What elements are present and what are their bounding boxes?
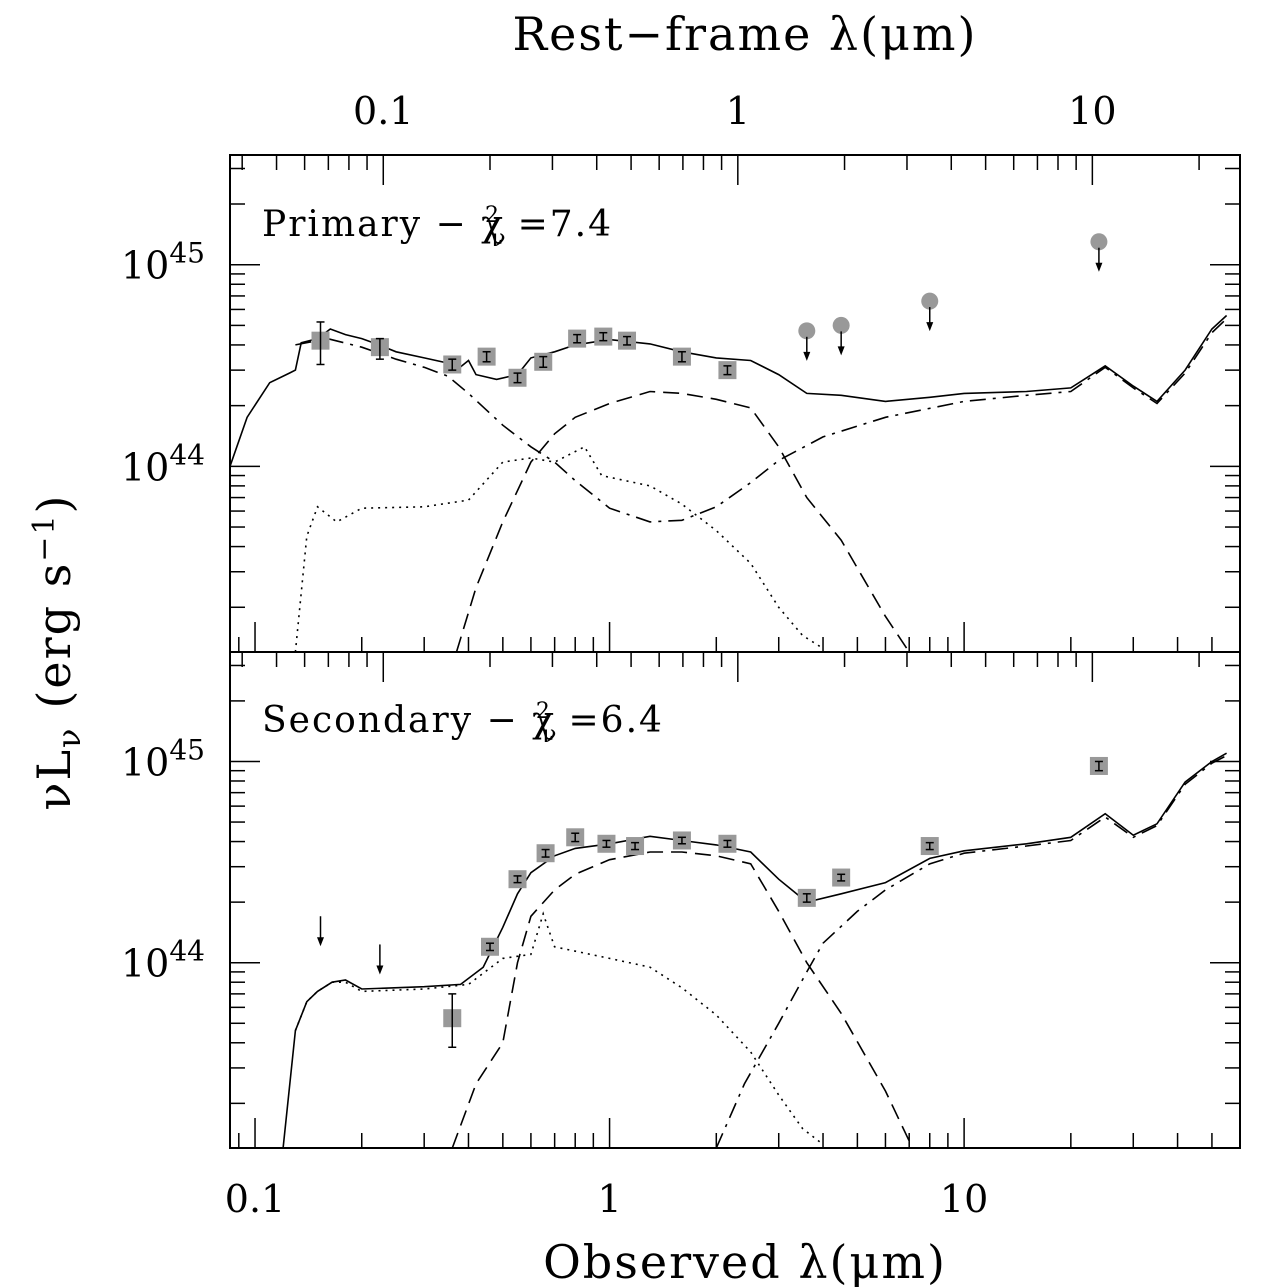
x-tick-label-observed: 1 (597, 1177, 621, 1221)
y-axis-title-sub: ν (50, 727, 88, 748)
panel-primary: Primary − χ2 ν =7.4 (230, 167, 1240, 652)
series-hot_dust-line (715, 754, 1227, 1148)
x-tick-label-observed: 0.1 (225, 1177, 285, 1221)
series-young_stars-line (294, 445, 824, 652)
y-tick-label-exponent: 44 (169, 935, 205, 968)
upper-limit-arrowhead (317, 937, 325, 947)
panel-label: Primary − χ2 ν =7.4 (262, 203, 613, 252)
upper-limit-point (832, 316, 850, 334)
x-tick-label-rest: 10 (1068, 89, 1116, 133)
panel-label: Secondary − χ2 ν =6.4 (262, 699, 664, 748)
y-tick-label: 1044 (121, 438, 205, 489)
upper-limit-point (921, 292, 939, 310)
x-tick-label-observed: 10 (940, 1177, 988, 1221)
plot-area (230, 233, 1228, 652)
y-tick-label-base: 10 (121, 445, 169, 489)
panel-label-label-sub: ν (491, 224, 508, 252)
x-axis-title-bottom: Observed λ(μm) (543, 1235, 947, 1287)
upper-limit-arrowhead (926, 322, 934, 332)
y-tick-label-base: 10 (121, 244, 169, 288)
y-axis-title-main: νL (27, 748, 81, 811)
series-hot_dust-line (295, 318, 1228, 523)
y-tick-label-exponent: 45 (169, 733, 205, 766)
upper-limit-arrowhead (376, 965, 384, 975)
plot-area (282, 752, 1227, 1148)
panel-label-label: Primary − χ (262, 204, 505, 245)
panel-secondary: Secondary − χ2 ν =6.4 (230, 664, 1240, 1148)
x-axis-title-top: Rest−frame λ(μm) (513, 7, 978, 61)
x-tick-label-rest: 0.1 (353, 89, 413, 133)
panel-label-label-sub: ν (542, 720, 559, 748)
y-tick-label-exponent: 45 (169, 237, 205, 270)
axes-frame (229, 154, 1241, 1149)
y-tick-label: 1045 (121, 733, 205, 784)
y-axis-title-unit-sup: −1 (27, 513, 62, 561)
y-axis-title-unit-end: ) (27, 494, 81, 514)
y-axis-title-unit: (erg s (27, 562, 81, 709)
panel-label-label: Secondary − χ (262, 700, 556, 741)
x-tick-label-rest: 1 (726, 89, 750, 133)
y-tick-label-base: 10 (121, 942, 169, 986)
y-tick-label-base: 10 (121, 740, 169, 784)
panel-label-label-sup: 2 (536, 699, 552, 724)
y-axis-title: νLν (erg s−1) (27, 494, 88, 811)
upper-limit-arrowhead (837, 346, 845, 356)
panel-label-label-value: =6.4 (569, 700, 664, 741)
series-total-line (282, 752, 1227, 1148)
upper-limit-point (798, 322, 816, 340)
upper-limit-arrowhead (1095, 262, 1103, 272)
series-stellar-line (455, 390, 910, 652)
y-tick-label: 1045 (121, 237, 205, 288)
y-tick-label-exponent: 44 (169, 438, 205, 471)
upper-limit-point (1090, 233, 1108, 251)
panel-label-label-sup: 2 (485, 203, 501, 228)
series-stellar-line (451, 851, 910, 1148)
series-young_stars-line (294, 911, 824, 1146)
y-tick-label: 1044 (121, 935, 205, 986)
panel-label-label-value: =7.4 (518, 204, 613, 245)
upper-limit-arrowhead (803, 351, 811, 361)
